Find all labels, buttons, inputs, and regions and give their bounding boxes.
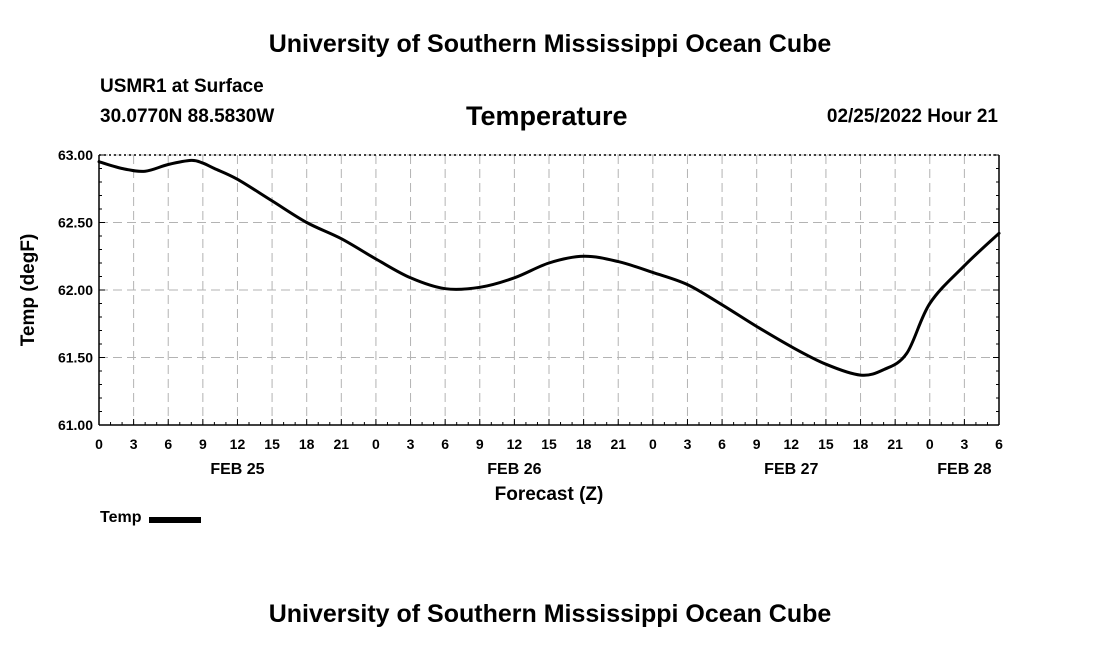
y-tick-label: 61.50 (58, 350, 93, 366)
x-tick-label: 3 (960, 436, 968, 452)
x-tick-label: 15 (264, 436, 280, 452)
x-date-label: FEB 28 (937, 461, 991, 478)
x-tick-label: 15 (818, 436, 834, 452)
legend-swatch (149, 516, 202, 523)
main-title: University of Southern Mississippi Ocean… (268, 30, 832, 58)
x-tick-label: 9 (199, 436, 207, 452)
x-tick-label: 9 (476, 436, 484, 452)
x-tick-label: 21 (610, 436, 626, 452)
x-tick-label: 18 (853, 436, 869, 452)
station-name: USMR1 at Surface (100, 76, 264, 97)
chart-date-label: 02/25/2022 Hour 21 (826, 106, 998, 127)
series-line-temp (97, 158, 1001, 377)
x-date-label: FEB 26 (487, 461, 541, 478)
legend-label: Temp (100, 509, 142, 526)
y-tick-label: 62.00 (58, 282, 93, 298)
x-tick-label: 3 (684, 436, 692, 452)
x-tick-label: 18 (576, 436, 592, 452)
x-tick-label: 21 (334, 436, 350, 452)
x-tick-label: 0 (926, 436, 934, 452)
x-date-label: FEB 25 (210, 461, 264, 478)
x-tick-label: 3 (407, 436, 415, 452)
x-tick-label: 18 (299, 436, 315, 452)
x-date-label: FEB 27 (764, 461, 818, 478)
x-tick-label: 3 (130, 436, 138, 452)
y-tick-label: 62.50 (58, 215, 93, 231)
x-tick-label: 15 (541, 436, 557, 452)
station-coordinates: 30.0770N 88.5830W (100, 106, 275, 127)
x-tick-label: 12 (230, 436, 246, 452)
x-tick-label: 6 (718, 436, 726, 452)
x-tick-label: 0 (372, 436, 380, 452)
legend: Temp (100, 509, 202, 527)
x-tick-label: 0 (649, 436, 657, 452)
x-tick-label: 12 (507, 436, 523, 452)
y-axis-title: Temp (degF) (18, 234, 39, 347)
y-tick-label: 61.00 (58, 417, 93, 433)
chart-title: Temperature (466, 101, 628, 131)
x-tick-label: 21 (887, 436, 903, 452)
x-tick-label: 9 (753, 436, 761, 452)
x-tick-label: 6 (441, 436, 449, 452)
y-tick-label: 63.00 (58, 147, 93, 163)
x-tick-label: 6 (995, 436, 1003, 452)
x-axis-title: Forecast (Z) (495, 484, 604, 505)
x-tick-label: 12 (784, 436, 800, 452)
x-tick-label: 0 (95, 436, 103, 452)
x-tick-label: 6 (164, 436, 172, 452)
footer-title: University of Southern Mississippi Ocean… (268, 600, 832, 628)
